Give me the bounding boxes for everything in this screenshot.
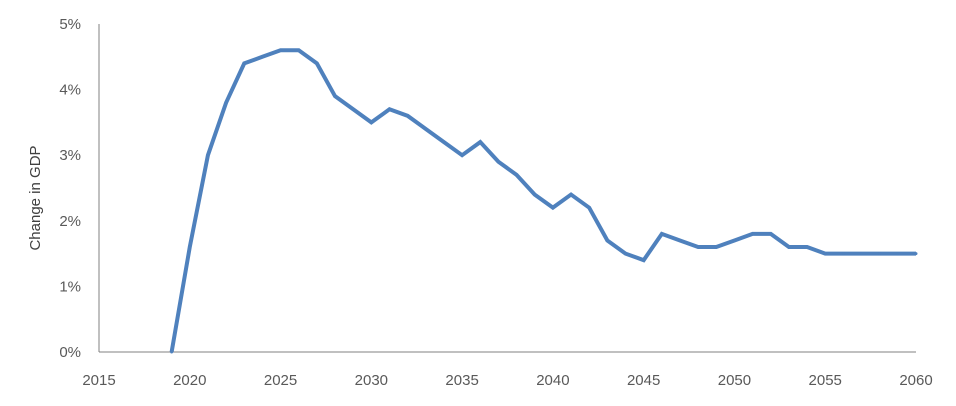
data-point — [678, 238, 682, 242]
y-axis-title: Change in GDP — [27, 145, 44, 250]
y-tick-label: 4% — [59, 82, 81, 99]
data-point — [787, 245, 791, 249]
data-point — [351, 107, 355, 111]
data-point — [769, 232, 773, 236]
x-tick-label: 2060 — [899, 372, 932, 389]
y-tick-label: 3% — [59, 147, 81, 164]
y-tick-label: 5% — [59, 16, 81, 33]
data-point — [805, 245, 809, 249]
data-point — [878, 252, 882, 256]
x-tick-label: 2025 — [264, 372, 297, 389]
data-point — [333, 94, 337, 98]
data-point — [732, 238, 736, 242]
y-tick-label: 0% — [59, 344, 81, 361]
x-tick-label: 2015 — [82, 372, 115, 389]
data-point — [533, 193, 537, 197]
data-point — [460, 153, 464, 157]
data-point — [315, 61, 319, 65]
data-point — [224, 101, 228, 105]
data-point — [896, 252, 900, 256]
data-point — [478, 140, 482, 144]
data-point — [260, 55, 264, 59]
data-point — [515, 173, 519, 177]
data-point — [860, 252, 864, 256]
data-point — [369, 120, 373, 124]
data-point — [642, 258, 646, 262]
data-point — [660, 232, 664, 236]
series-line — [169, 48, 916, 353]
data-point — [242, 61, 246, 65]
data-point — [714, 245, 718, 249]
data-point — [624, 252, 628, 256]
data-point — [605, 238, 609, 242]
data-point — [297, 48, 301, 52]
x-tick-label: 2030 — [355, 372, 388, 389]
data-point — [841, 252, 845, 256]
y-tick-label: 2% — [59, 213, 81, 230]
data-point — [914, 252, 918, 256]
data-point — [696, 245, 700, 249]
data-point — [551, 206, 555, 210]
x-tick-labels: 2015 2020 2025 2030 2035 2040 2045 2050 2055 2060 — [82, 372, 932, 389]
x-tick-label: 2020 — [173, 372, 206, 389]
x-tick-label: 2035 — [445, 372, 478, 389]
data-point — [406, 114, 410, 118]
axes — [98, 24, 916, 353]
y-tick-label: 1% — [59, 278, 81, 295]
data-point — [188, 245, 192, 249]
x-tick-label: 2050 — [718, 372, 751, 389]
x-tick-label: 2045 — [627, 372, 660, 389]
data-point — [279, 48, 283, 52]
data-point — [206, 153, 210, 157]
data-point — [496, 160, 500, 164]
series-layer — [169, 48, 918, 354]
data-point — [387, 107, 391, 111]
data-point — [442, 140, 446, 144]
x-tick-label: 2055 — [809, 372, 842, 389]
x-tick-label: 2040 — [536, 372, 569, 389]
data-point — [587, 206, 591, 210]
data-point — [569, 193, 573, 197]
y-tick-labels: 0% 1% 2% 3% 4% 5% — [59, 16, 81, 361]
data-point — [424, 127, 428, 131]
data-point — [170, 350, 174, 354]
data-point — [823, 252, 827, 256]
data-point — [751, 232, 755, 236]
